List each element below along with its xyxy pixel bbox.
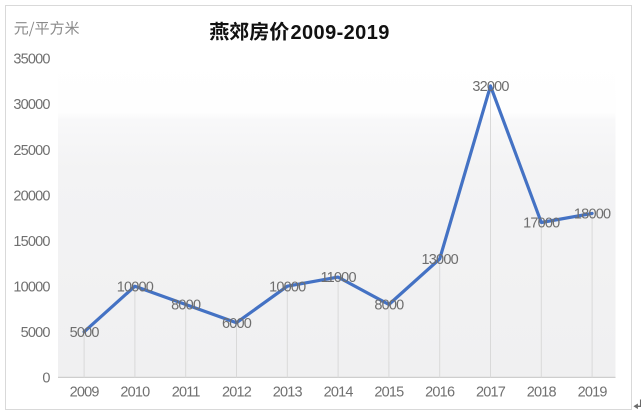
svg-text:10000: 10000 [117,279,154,295]
svg-text:2014: 2014 [324,385,354,401]
svg-text:2019: 2019 [578,385,608,401]
svg-text:5000: 5000 [70,325,100,341]
svg-text:6000: 6000 [222,316,252,332]
svg-text:2009-2019: 2009-2019 [291,22,390,44]
svg-text:2012: 2012 [222,385,252,401]
svg-text:2010: 2010 [120,385,150,401]
svg-text:18000: 18000 [574,207,611,223]
svg-text:8000: 8000 [171,298,201,314]
svg-text:20000: 20000 [13,188,50,204]
svg-text:2018: 2018 [527,385,557,401]
svg-text:10000: 10000 [269,279,306,295]
svg-text:11000: 11000 [320,270,356,286]
svg-text:8000: 8000 [374,298,404,314]
svg-text:2016: 2016 [425,385,455,401]
svg-text:35000: 35000 [13,52,50,68]
svg-text:5000: 5000 [21,325,51,341]
svg-text:0: 0 [42,370,50,386]
svg-text:17000: 17000 [523,216,560,232]
svg-text:30000: 30000 [13,97,50,113]
svg-text:2015: 2015 [374,385,404,401]
svg-text:13000: 13000 [422,252,459,268]
svg-text:10000: 10000 [13,279,50,295]
svg-text:2017: 2017 [476,385,506,401]
svg-text:2011: 2011 [172,385,201,401]
svg-text:2009: 2009 [70,385,100,401]
svg-text:32000: 32000 [472,79,509,95]
svg-text:15000: 15000 [13,234,50,250]
svg-text:2013: 2013 [273,385,303,401]
svg-text:25000: 25000 [13,143,50,159]
